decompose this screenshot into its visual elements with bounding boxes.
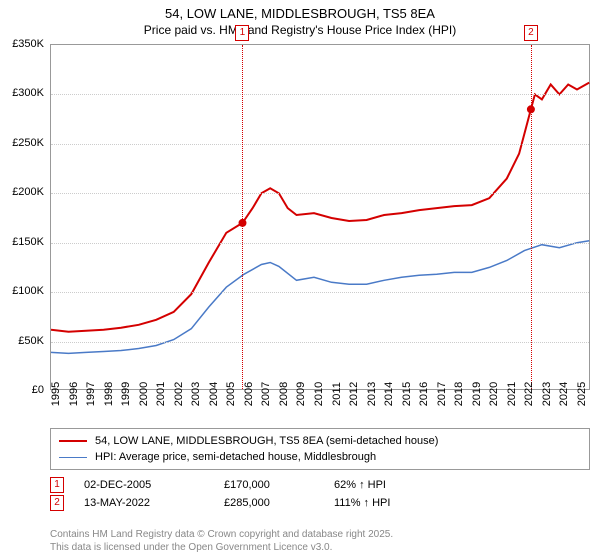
y-tick-label: £300K (12, 87, 44, 99)
x-tick-label: 2024 (558, 382, 570, 406)
x-tick-label: 1996 (68, 382, 80, 406)
x-tick-label: 2009 (295, 382, 307, 406)
sale-table-row: 1 02-DEC-2005£170,00062% ↑ HPI (50, 476, 590, 494)
legend-row: HPI: Average price, semi-detached house,… (59, 449, 581, 465)
x-tick-label: 2025 (576, 382, 588, 406)
legend-swatch (59, 457, 87, 458)
sale-date: 13-MAY-2022 (84, 497, 224, 509)
x-tick-label: 2006 (243, 382, 255, 406)
chart-lines-svg (51, 45, 591, 391)
legend-box: 54, LOW LANE, MIDDLESBROUGH, TS5 8EA (se… (50, 428, 590, 470)
sale-number-box: 2 (50, 495, 64, 511)
x-tick-label: 2007 (260, 382, 272, 406)
x-tick-label: 2008 (278, 382, 290, 406)
sale-price: £285,000 (224, 497, 334, 509)
x-tick-label: 2003 (190, 382, 202, 406)
x-tick-label: 2011 (331, 382, 343, 406)
sale-marker-line (531, 45, 532, 389)
legend-area: 54, LOW LANE, MIDDLESBROUGH, TS5 8EA (se… (50, 428, 590, 512)
y-tick-label: £200K (12, 186, 44, 198)
x-tick-label: 2005 (225, 382, 237, 406)
plot-area: 12 (50, 44, 590, 390)
x-tick-label: 2000 (138, 382, 150, 406)
gridline-h (51, 94, 589, 95)
footer-line-2: This data is licensed under the Open Gov… (50, 541, 393, 554)
x-tick-label: 2014 (383, 382, 395, 406)
sale-delta: 62% ↑ HPI (334, 479, 386, 491)
x-tick-label: 1999 (120, 382, 132, 406)
gridline-h (51, 342, 589, 343)
x-tick-label: 2015 (401, 382, 413, 406)
sale-marker-box: 2 (524, 25, 538, 41)
title-line-1: 54, LOW LANE, MIDDLESBROUGH, TS5 8EA (0, 6, 600, 21)
x-tick-label: 1998 (103, 382, 115, 406)
x-tick-label: 2001 (155, 382, 167, 406)
series-price_paid (51, 83, 589, 332)
x-tick-label: 2017 (436, 382, 448, 406)
x-tick-label: 2019 (471, 382, 483, 406)
y-tick-label: £250K (12, 137, 44, 149)
gridline-h (51, 193, 589, 194)
legend-swatch (59, 440, 87, 442)
x-tick-label: 2020 (488, 382, 500, 406)
title-line-2: Price paid vs. HM Land Registry's House … (0, 23, 600, 37)
x-tick-label: 2004 (208, 382, 220, 406)
sales-table: 1 02-DEC-2005£170,00062% ↑ HPI 2 13-MAY-202… (50, 476, 590, 512)
footer-attribution: Contains HM Land Registry data © Crown c… (50, 528, 393, 554)
x-tick-label: 2021 (506, 382, 518, 406)
y-tick-label: £350K (12, 38, 44, 50)
x-tick-label: 2016 (418, 382, 430, 406)
sale-delta: 111% ↑ HPI (334, 497, 390, 509)
y-tick-label: £150K (12, 236, 44, 248)
sale-number-box: 1 (50, 477, 64, 493)
footer-line-1: Contains HM Land Registry data © Crown c… (50, 528, 393, 541)
y-tick-label: £50K (18, 335, 44, 347)
x-tick-label: 2023 (541, 382, 553, 406)
sale-table-row: 2 13-MAY-2022£285,000111% ↑ HPI (50, 494, 590, 512)
gridline-h (51, 144, 589, 145)
x-tick-label: 2002 (173, 382, 185, 406)
sale-marker-box: 1 (235, 25, 249, 41)
sale-price: £170,000 (224, 479, 334, 491)
chart-title: 54, LOW LANE, MIDDLESBROUGH, TS5 8EA Pri… (0, 0, 600, 37)
legend-row: 54, LOW LANE, MIDDLESBROUGH, TS5 8EA (se… (59, 433, 581, 449)
sale-date: 02-DEC-2005 (84, 479, 224, 491)
x-tick-label: 2012 (348, 382, 360, 406)
legend-label: HPI: Average price, semi-detached house,… (95, 451, 376, 463)
legend-label: 54, LOW LANE, MIDDLESBROUGH, TS5 8EA (se… (95, 435, 438, 447)
x-tick-label: 1997 (85, 382, 97, 406)
y-tick-label: £100K (12, 285, 44, 297)
gridline-h (51, 292, 589, 293)
x-tick-label: 2010 (313, 382, 325, 406)
x-tick-label: 2022 (523, 382, 535, 406)
x-tick-label: 2018 (453, 382, 465, 406)
chart-area: 12 £0£50K£100K£150K£200K£250K£300K£350K1… (50, 44, 590, 390)
x-tick-label: 1995 (50, 382, 62, 406)
y-tick-label: £0 (32, 384, 44, 396)
x-tick-label: 2013 (366, 382, 378, 406)
series-hpi (51, 241, 589, 354)
gridline-h (51, 243, 589, 244)
sale-marker-line (242, 45, 243, 389)
